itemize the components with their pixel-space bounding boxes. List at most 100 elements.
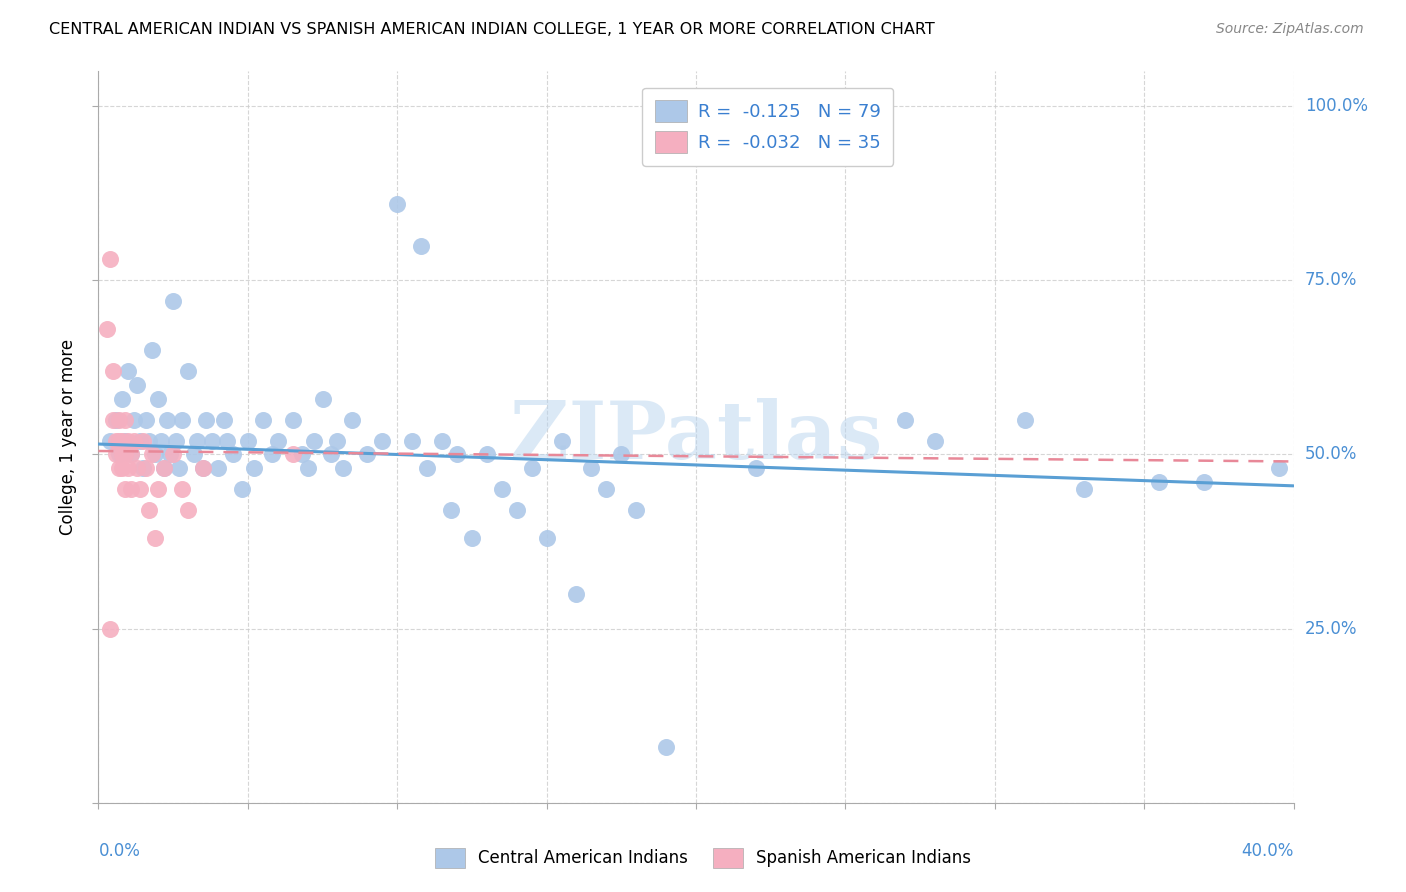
Point [162,448,184,462]
Text: Source: ZipAtlas.com: Source: ZipAtlas.com [1216,22,1364,37]
Point [132,461,155,475]
Point [132,434,155,448]
Point [153,461,176,475]
Point [129,483,152,497]
Point [111,392,134,406]
Point [127,377,149,392]
Point [103,412,125,426]
Point [108,461,131,475]
Point [141,448,163,462]
Point [267,434,290,448]
Point [321,448,343,462]
Point [120,483,142,497]
Point [207,461,229,475]
Point [114,448,136,462]
Point [96,322,118,336]
Point [222,448,245,462]
Text: 100.0%: 100.0% [1305,97,1368,115]
Point [1073,483,1095,497]
Point [135,461,157,475]
Point [231,483,253,497]
Point [550,434,572,448]
Point [167,461,190,475]
Point [565,587,588,601]
Point [475,448,498,462]
Point [520,461,543,475]
Point [342,412,364,426]
Point [924,434,946,448]
Point [430,434,453,448]
Point [114,434,136,448]
Y-axis label: College, 1 year or more: College, 1 year or more [59,339,77,535]
Point [195,412,218,426]
Point [371,434,394,448]
Point [148,483,170,497]
Point [595,483,617,497]
Point [138,434,160,448]
Point [150,434,173,448]
Text: 25.0%: 25.0% [1305,620,1357,638]
Text: ZIPatlas: ZIPatlas [510,398,882,476]
Point [117,434,139,448]
Point [98,252,122,267]
Point [120,448,142,462]
Text: 40.0%: 40.0% [1241,842,1294,860]
Point [159,448,181,462]
Point [172,483,194,497]
Text: 50.0%: 50.0% [1305,445,1357,464]
Text: CENTRAL AMERICAN INDIAN VS SPANISH AMERICAN INDIAN COLLEGE, 1 YEAR OR MORE CORRE: CENTRAL AMERICAN INDIAN VS SPANISH AMERI… [49,22,935,37]
Point [111,434,134,448]
Text: 0.0%: 0.0% [98,842,141,860]
Point [446,448,468,462]
Point [172,412,194,426]
Point [98,434,122,448]
Point [201,434,224,448]
Point [260,448,283,462]
Point [401,434,423,448]
Point [111,461,134,475]
Point [461,531,484,545]
Point [156,412,179,426]
Point [1014,412,1036,426]
Point [416,461,439,475]
Point [440,503,463,517]
Point [243,461,266,475]
Point [108,412,131,426]
Point [143,531,166,545]
Point [236,434,259,448]
Point [491,483,513,497]
Point [108,448,131,462]
Point [135,412,157,426]
Point [114,412,136,426]
Point [105,412,128,426]
Point [356,448,378,462]
Point [98,622,122,636]
Point [148,392,170,406]
Point [186,434,208,448]
Point [111,448,134,462]
Point [129,434,152,448]
Point [215,434,238,448]
Point [177,364,200,378]
Text: 75.0%: 75.0% [1305,271,1357,289]
Point [138,503,160,517]
Point [745,461,768,475]
Point [127,461,149,475]
Point [281,448,304,462]
Point [252,412,274,426]
Point [626,503,648,517]
Point [311,392,333,406]
Point [506,503,529,517]
Point [108,434,131,448]
Point [117,364,139,378]
Point [177,503,200,517]
Point [105,434,128,448]
Point [610,448,633,462]
Point [332,461,354,475]
Point [212,412,235,426]
Point [302,434,325,448]
Point [1192,475,1215,490]
Point [536,531,558,545]
Point [1267,461,1289,475]
Point [191,461,214,475]
